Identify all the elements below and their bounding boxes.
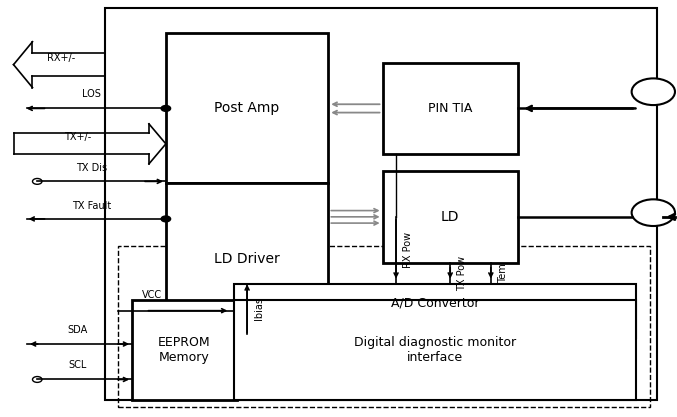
Text: TX Pow: TX Pow: [457, 256, 467, 291]
Text: VCC: VCC: [142, 290, 162, 300]
Circle shape: [632, 78, 675, 105]
Bar: [105, 8, 657, 400]
Text: RX Pow: RX Pow: [403, 232, 413, 268]
Text: PIN TIA: PIN TIA: [428, 102, 473, 115]
Text: SCL: SCL: [68, 360, 87, 370]
Bar: [166, 183, 328, 334]
Bar: [383, 171, 518, 263]
Text: Ibias: Ibias: [254, 297, 264, 320]
Text: EEPROM
Memory: EEPROM Memory: [158, 336, 211, 364]
Text: RX+/-: RX+/-: [47, 53, 75, 63]
Text: LD Driver: LD Driver: [214, 251, 280, 266]
Circle shape: [32, 178, 42, 184]
Text: TX+/-: TX+/-: [64, 132, 91, 142]
Bar: [166, 33, 328, 183]
Bar: [118, 246, 650, 407]
Circle shape: [632, 199, 675, 226]
Text: A/D Convertor: A/D Convertor: [391, 296, 479, 309]
Text: TX Fault: TX Fault: [72, 201, 111, 211]
Text: SDA: SDA: [68, 325, 88, 335]
Bar: [383, 63, 518, 154]
Circle shape: [161, 216, 171, 222]
Text: LD: LD: [441, 210, 460, 224]
Text: Post Amp: Post Amp: [215, 101, 280, 116]
Text: Tem: Tem: [498, 263, 508, 283]
Bar: [234, 300, 636, 400]
Circle shape: [161, 106, 171, 111]
Text: LOS: LOS: [82, 89, 101, 99]
Bar: [132, 300, 237, 400]
Bar: [234, 284, 636, 338]
Text: Digital diagnostic monitor
interface: Digital diagnostic monitor interface: [354, 336, 516, 364]
Text: TX Dis: TX Dis: [76, 163, 107, 173]
Circle shape: [32, 377, 42, 382]
